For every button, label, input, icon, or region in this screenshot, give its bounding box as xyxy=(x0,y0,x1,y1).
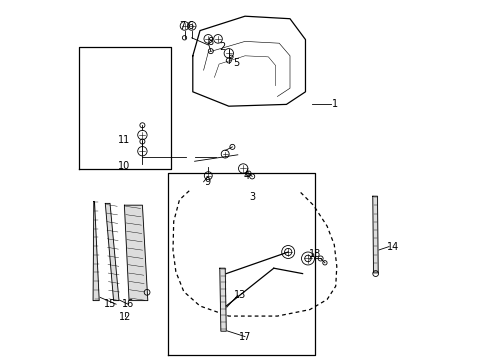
Polygon shape xyxy=(93,202,99,301)
Text: 8: 8 xyxy=(208,37,214,48)
Text: 18: 18 xyxy=(309,249,321,259)
Text: 1: 1 xyxy=(332,99,338,109)
Text: 9: 9 xyxy=(204,177,210,187)
Text: 16: 16 xyxy=(122,299,134,309)
Text: 12: 12 xyxy=(119,312,132,322)
Text: 13: 13 xyxy=(233,290,245,300)
Text: 4: 4 xyxy=(244,171,250,181)
Polygon shape xyxy=(105,203,119,301)
Text: 15: 15 xyxy=(104,299,116,309)
Polygon shape xyxy=(124,205,148,301)
Text: 14: 14 xyxy=(387,242,399,252)
Text: 10: 10 xyxy=(118,161,130,171)
Text: 3: 3 xyxy=(249,192,255,202)
Text: 6: 6 xyxy=(187,21,194,31)
Polygon shape xyxy=(373,196,378,273)
Text: 11: 11 xyxy=(118,135,130,145)
Text: 17: 17 xyxy=(239,332,251,342)
Text: 2: 2 xyxy=(219,42,225,52)
Text: 7: 7 xyxy=(179,21,185,31)
Text: 5: 5 xyxy=(233,58,239,68)
Polygon shape xyxy=(220,268,226,331)
